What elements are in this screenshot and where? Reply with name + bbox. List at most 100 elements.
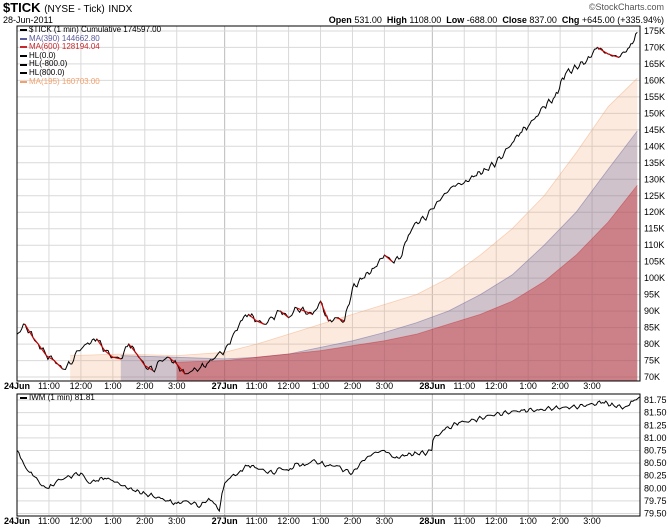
down-segment [24, 324, 34, 338]
y-tick-label: 135K [644, 158, 665, 168]
x-tick-label: 12:00 [70, 381, 93, 391]
y-tick-label: 170K [644, 42, 665, 52]
y-tick-label: 95K [644, 290, 660, 300]
iwm-panel: 79.50 79.75 80.00 80.25 80.50 80.75 81.00 81.25… [4, 393, 667, 526]
legend-label: MA(195) 160703.00 [29, 76, 100, 86]
index-kind: INDX [108, 4, 133, 15]
x-tick-label: 1:00 [519, 516, 537, 526]
y-tick-label: 105K [644, 257, 665, 267]
x-tick-label: 12:00 [277, 516, 300, 526]
iwm-frame [16, 393, 641, 517]
x-tick-label: 3:00 [583, 516, 601, 526]
down-segment [37, 343, 47, 356]
y-tick-label: 80.00 [644, 483, 667, 493]
legend-entry: HL(-800.0) [20, 60, 161, 69]
x-tick-label: 2:00 [136, 516, 154, 526]
legend-swatch [20, 37, 27, 40]
down-segment [144, 365, 154, 371]
x-tick-label: 3:00 [168, 516, 186, 526]
y-tick-label: 80.50 [644, 458, 667, 468]
close-label: Close [502, 15, 527, 25]
chart-date: 28-Jun-2011 [3, 15, 53, 25]
legend-label: IWM (1 min) 81.81 [29, 393, 95, 402]
down-segment [336, 317, 345, 322]
x-tick-label: 2:00 [551, 516, 569, 526]
iwm-legend: IWM (1 min) 81.81 [20, 393, 95, 403]
legend-entry: MA(600) 128194.04 [20, 43, 161, 52]
tick-frame [16, 25, 641, 382]
legend-entry: $TICK (1 min) Cumulative 174597.00 [20, 25, 162, 35]
down-segment [320, 301, 330, 322]
down-segment [304, 310, 313, 315]
low-label: Low [446, 15, 465, 25]
x-tick-label: 28Jun [419, 516, 445, 526]
low-value: -688.00 [466, 15, 498, 25]
x-tick-label: 24Jun [4, 516, 30, 526]
legend-label: HL(800.0) [29, 67, 65, 77]
high-value: 1108.00 [409, 15, 442, 25]
legend-label: HL(-800.0) [29, 59, 68, 69]
y-tick-label: 70K [644, 372, 660, 382]
y-tick-label: 125K [644, 191, 665, 201]
open-value: 531.00 [354, 15, 382, 25]
legend-entry: HL(0.0) [20, 51, 161, 61]
x-tick-label: 2:00 [344, 516, 362, 526]
x-tick-label: 3:00 [376, 381, 394, 391]
x-tick-label: 12:00 [70, 516, 93, 526]
x-tick-label: 11:00 [453, 381, 475, 391]
ma-line-ma195 [70, 77, 638, 357]
legend-swatch [20, 63, 27, 66]
down-segment [168, 356, 178, 365]
chg-label: Chg [561, 15, 580, 25]
down-segment [248, 313, 257, 322]
down-segment [96, 338, 106, 351]
y-tick-label: 80.75 [644, 445, 667, 455]
x-tick-label: 11:00 [453, 516, 475, 526]
x-tick-label: 1:00 [104, 516, 122, 526]
y-tick-label: 80K [644, 339, 660, 349]
down-segment [176, 363, 186, 375]
down-segment [607, 53, 619, 58]
tick-cumulative-line [16, 31, 638, 375]
legend-swatch [20, 72, 27, 75]
legend-label: $TICK (1 min) Cumulative 174597.00 [29, 25, 162, 34]
x-tick-label: 11:00 [246, 516, 268, 526]
x-tick-label: 3:00 [376, 516, 394, 526]
x-tick-label: 2:00 [344, 381, 362, 391]
down-segment [296, 307, 305, 312]
legend-entry: IWM (1 min) 81.81 [20, 393, 95, 403]
legend-entry: HL(800.0) [20, 67, 161, 78]
y-tick-label: 79.50 [644, 508, 667, 518]
y-tick-label: 130K [644, 174, 665, 184]
y-tick-label: 160K [644, 75, 665, 85]
x-tick-label: 27Jun [212, 516, 238, 526]
legend-swatch [20, 55, 27, 58]
ma-area-ma195 [70, 78, 638, 381]
down-segment [53, 360, 63, 370]
symbol: $TICK [3, 0, 41, 15]
down-segment [112, 356, 121, 360]
x-tick-label: 11:00 [38, 381, 60, 391]
legend-swatch [20, 80, 27, 83]
y-tick-label: 80.25 [644, 471, 667, 481]
down-segment [32, 337, 39, 345]
down-segment [104, 350, 114, 358]
x-tick-label: 27Jun [212, 381, 238, 391]
y-tick-label: 81.50 [644, 408, 667, 418]
exchange: (NYSE - Tick) [44, 4, 105, 15]
down-segment [128, 343, 138, 355]
y-tick-label: 79.75 [644, 496, 667, 506]
y-tick-label: 165K [644, 59, 665, 69]
iwm-price-line [16, 396, 640, 513]
x-tick-label: 1:00 [519, 381, 537, 391]
x-tick-label: 12:00 [485, 381, 508, 391]
y-tick-label: 150K [644, 108, 665, 118]
legend-entry: MA(390) 144662.80 [20, 34, 161, 44]
open-label: Open [328, 15, 352, 25]
x-tick-label: 28Jun [419, 381, 445, 391]
ma-line-ma390 [120, 130, 638, 360]
x-tick-label: 3:00 [583, 381, 601, 391]
y-tick-label: 145K [644, 125, 665, 135]
legend-swatch [20, 397, 27, 400]
x-tick-label: 11:00 [246, 381, 268, 391]
